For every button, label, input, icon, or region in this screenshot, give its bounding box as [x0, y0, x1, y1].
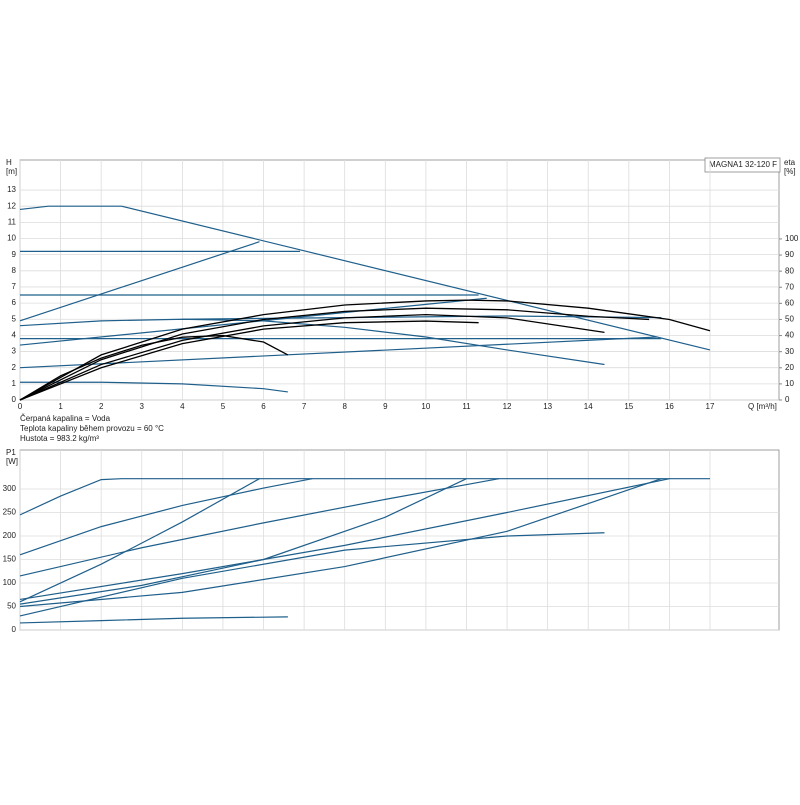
y2-tick-label: 90	[785, 250, 794, 259]
curve	[19, 478, 500, 577]
y-tick-label: 5	[12, 314, 17, 323]
y-tick-label: 4	[12, 331, 17, 340]
curve	[19, 334, 289, 401]
x-tick-label: 10	[421, 402, 430, 411]
x-tick-label: 0	[18, 402, 23, 411]
x-tick-label: 1	[58, 402, 63, 411]
y2-label: eta	[784, 158, 796, 167]
y2-tick-label: 80	[785, 266, 794, 275]
y2-tick-label: 20	[785, 363, 794, 372]
note: Čerpaná kapalina = Voda	[20, 414, 111, 423]
x-tick-label: 5	[221, 402, 226, 411]
x-tick-label: 13	[543, 402, 552, 411]
curve	[19, 478, 710, 516]
y-tick-label: 250	[3, 508, 17, 517]
y-tick-label: 1	[12, 379, 17, 388]
curve	[19, 478, 662, 608]
y-tick-label: 11	[8, 217, 17, 226]
x-tick-label: 17	[706, 402, 715, 411]
y2-tick-label: 60	[785, 298, 794, 307]
y-tick-label: 7	[12, 282, 17, 291]
y-label: H	[6, 158, 12, 167]
x-tick-label: 4	[180, 402, 185, 411]
curve	[19, 205, 711, 351]
upper-frame	[19, 159, 780, 401]
y-tick-label: 12	[7, 201, 16, 210]
curve	[19, 307, 650, 401]
y-tick-label: 3	[12, 347, 17, 356]
x-tick-label: 12	[503, 402, 512, 411]
x-tick-label: 3	[140, 402, 145, 411]
curve	[19, 478, 670, 601]
curve	[20, 381, 288, 393]
x-tick-label: 8	[342, 402, 347, 411]
curve	[19, 313, 605, 401]
x-tick-label: 16	[665, 402, 674, 411]
curve	[19, 478, 313, 556]
curve	[19, 478, 467, 605]
y-unit: [W]	[6, 457, 18, 466]
y-tick-label: 0	[12, 395, 17, 404]
lower-frame	[19, 449, 780, 631]
note: Teplota kapaliny během provozu = 60 °C	[20, 424, 164, 433]
x-label: Q [m³/h]	[748, 402, 777, 411]
y-tick-label: 10	[7, 234, 16, 243]
y2-tick-label: 50	[785, 315, 794, 324]
x-tick-label: 9	[383, 402, 388, 411]
x-tick-label: 6	[261, 402, 266, 411]
y2-tick-label: 40	[785, 331, 794, 340]
y2-tick-label: 30	[785, 347, 794, 356]
x-tick-label: 14	[584, 402, 593, 411]
y-unit: [m]	[6, 167, 17, 176]
curve	[19, 241, 260, 322]
y-label: P1	[6, 448, 16, 457]
x-tick-label: 15	[624, 402, 633, 411]
y2-tick-label: 100	[785, 234, 799, 243]
y2-tick-label: 70	[785, 282, 794, 291]
y2-tick-label: 10	[785, 379, 794, 388]
note: Hustota = 983.2 kg/m³	[20, 434, 99, 443]
y-tick-label: 200	[3, 531, 17, 540]
y-tick-label: 50	[7, 602, 16, 611]
y-tick-label: 9	[12, 250, 17, 259]
curve	[19, 318, 605, 366]
y-tick-label: 0	[12, 625, 17, 634]
curve	[19, 299, 711, 401]
curve	[19, 336, 658, 369]
y-tick-label: 8	[12, 266, 17, 275]
curve	[19, 532, 605, 617]
y2-tick-label: 0	[785, 395, 790, 404]
x-tick-label: 2	[99, 402, 104, 411]
y-tick-label: 6	[12, 298, 17, 307]
curve	[19, 478, 260, 603]
y-tick-label: 2	[12, 363, 17, 372]
y-tick-label: 150	[3, 555, 17, 564]
chart-title: MAGNA1 32-120 F	[709, 160, 777, 169]
y-tick-label: 100	[3, 578, 17, 587]
y2-unit: [%]	[784, 167, 796, 176]
x-tick-label: 7	[302, 402, 307, 411]
curve	[182, 315, 662, 320]
x-tick-label: 11	[462, 402, 471, 411]
y-tick-label: 13	[7, 185, 16, 194]
y-tick-label: 300	[3, 484, 17, 493]
curve	[19, 320, 479, 401]
title-box	[704, 157, 781, 173]
curve	[19, 616, 288, 624]
